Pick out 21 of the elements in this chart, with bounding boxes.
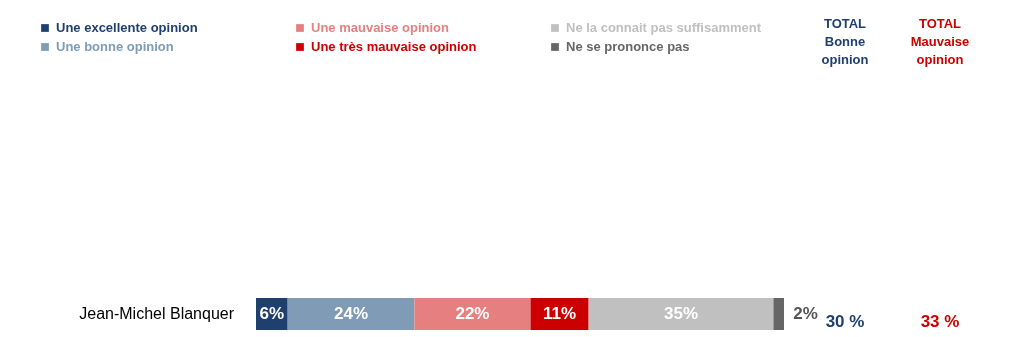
bar: [773, 298, 784, 330]
text: 33 %: [920, 312, 960, 331]
legend-label: Une bonne opinion: [56, 39, 174, 54]
bar: [588, 298, 774, 330]
data-label: 35%: [664, 304, 699, 323]
y-tick-label: Jean-Michel Blanquer: [79, 305, 235, 322]
text: TOTAL Mauvaise opinion: [910, 16, 970, 67]
data-label: 2%: [793, 304, 818, 323]
legend-label: Une très mauvaise opinion: [311, 39, 477, 54]
bar: [287, 298, 415, 330]
text: 30 %: [825, 312, 865, 331]
bar: [414, 298, 531, 330]
data-label: 24%: [334, 304, 369, 323]
text: TOTAL Bonne opinion: [821, 16, 869, 67]
data-label: 22%: [455, 304, 490, 323]
data-label: 11%: [543, 304, 577, 323]
legend-label: Ne la connait pas suffisamment: [566, 20, 762, 35]
legend-label: Une mauvaise opinion: [311, 20, 450, 35]
legend-label: Une excellente opinion: [56, 20, 198, 35]
legend-label: Ne se prononce pas: [566, 39, 690, 54]
data-label: 6%: [259, 304, 285, 323]
